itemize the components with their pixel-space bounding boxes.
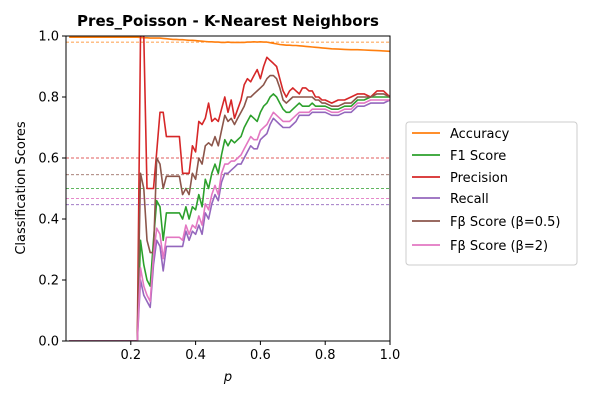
- series-line-5: [69, 99, 390, 341]
- y-tick-label: 0.8: [38, 91, 59, 106]
- x-tick-label: 1.0: [380, 348, 401, 363]
- x-tick-label: 0.8: [315, 348, 336, 363]
- x-axis-label: p: [223, 370, 232, 385]
- legend-label: Fβ Score (β=2): [450, 239, 548, 254]
- legend-box: [405, 121, 578, 266]
- plot-frame: [65, 35, 391, 342]
- x-tick-label: 0.6: [250, 348, 271, 363]
- legend-label: Recall: [450, 192, 489, 207]
- y-axis-label: Classification Scores: [14, 121, 29, 255]
- series-line-4: [69, 74, 390, 341]
- legend: Accuracy F1 Score Precision Recall Fβ Score …: [405, 121, 578, 266]
- x-axis-ticks: 0.2 0.4 0.6 0.8 1.0: [120, 341, 400, 363]
- series-line-2: [69, 36, 390, 341]
- y-tick-label: 0.4: [38, 213, 59, 228]
- y-tick-label: 0.6: [38, 152, 59, 167]
- y-axis-ticks: 0.0 0.2 0.4 0.6 0.8 1.0: [38, 30, 66, 350]
- x-tick-label: 0.2: [120, 348, 141, 363]
- series-line-3: [69, 99, 390, 341]
- y-tick-label: 1.0: [38, 30, 59, 45]
- y-tick-label: 0.0: [38, 335, 59, 350]
- y-tick-label: 0.2: [38, 274, 59, 289]
- legend-label: F1 Score: [450, 149, 506, 164]
- reference-lines: [66, 41, 390, 206]
- legend-label: Precision: [450, 171, 508, 186]
- chart-title: Pres_Poisson - K-Nearest Neighbors: [77, 12, 379, 30]
- x-tick-label: 0.4: [185, 348, 206, 363]
- series-lines: [69, 36, 390, 341]
- legend-label: Fβ Score (β=0.5): [450, 215, 560, 230]
- series-line-1: [69, 93, 390, 341]
- series-line-0: [69, 36, 390, 53]
- legend-label: Accuracy: [450, 127, 510, 142]
